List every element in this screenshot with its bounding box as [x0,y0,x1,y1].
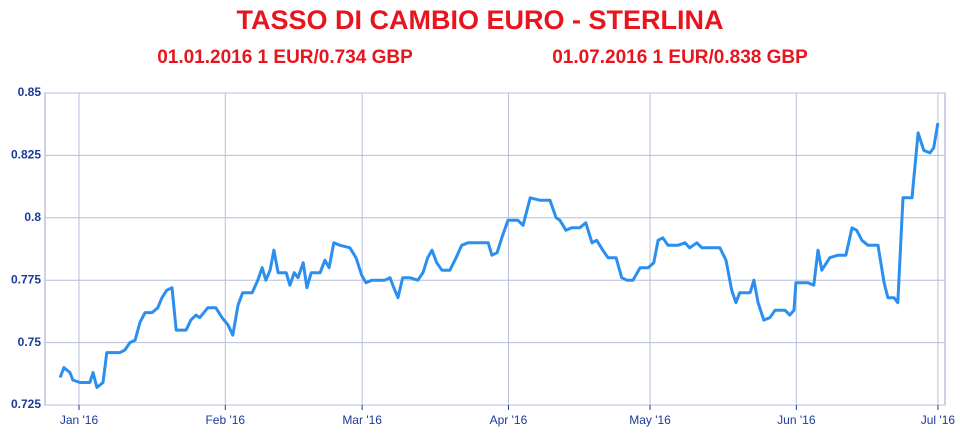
x-tick-label: Jul '16 [921,413,956,427]
y-tick-label: 0.825 [11,148,41,162]
x-tick-label: Jan '16 [60,413,99,427]
x-tick-label: Mar '16 [342,413,382,427]
plot-area [44,92,946,406]
line-series [58,122,940,389]
y-tick-label: 0.75 [18,335,42,349]
y-tick-label: 0.8 [24,210,41,224]
y-tick-label: 0.725 [11,397,41,411]
chart-subtitle: 01.07.2016 1 EUR/0.838 GBP [552,47,808,68]
y-tick-label: 0.775 [11,272,41,286]
x-tick-label: Apr '16 [490,413,528,427]
chart-title: TASSO DI CAMBIO EURO - STERLINA [236,5,723,35]
y-tick-label: 0.85 [18,85,42,99]
x-tick-label: May '16 [629,413,671,427]
x-tick-label: Feb '16 [205,413,245,427]
x-tick-label: Jun '16 [777,413,816,427]
chart-subtitle: 01.01.2016 1 EUR/0.734 GBP [157,47,413,68]
